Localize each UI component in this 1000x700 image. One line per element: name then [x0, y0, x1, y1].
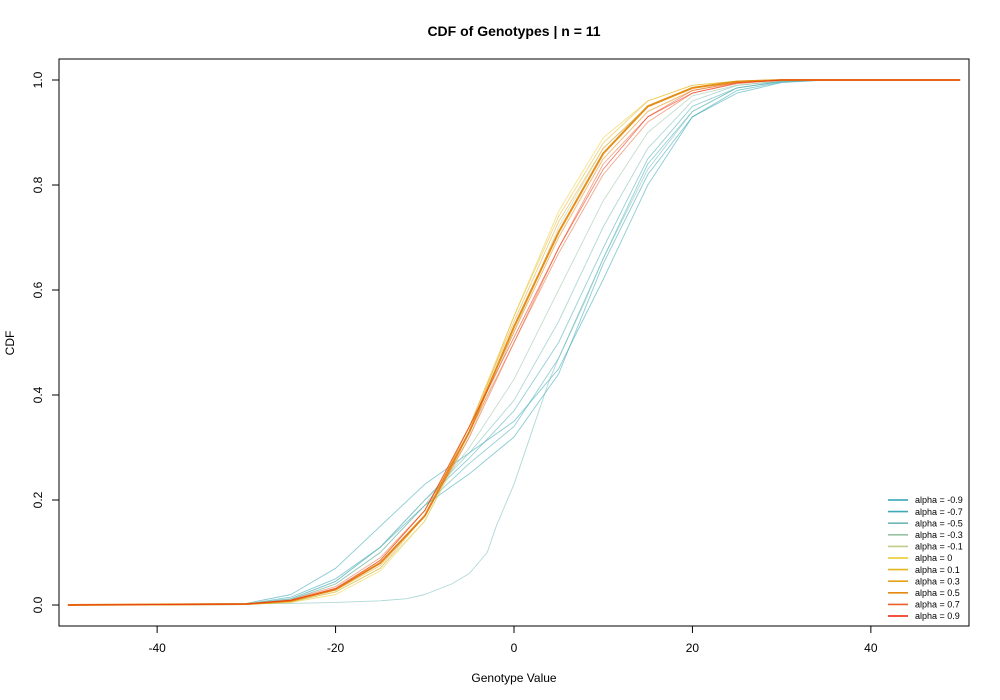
legend-label: alpha = -0.9 — [915, 495, 963, 505]
series-line-14 — [67, 79, 961, 606]
y-tick-label: 0.6 — [31, 281, 45, 298]
legend-label: alpha = 0.7 — [915, 600, 960, 610]
y-axis-label: CDF — [3, 331, 17, 356]
series-line-15 — [67, 79, 961, 606]
y-tick-label: 1.0 — [31, 71, 45, 88]
series-line-0 — [67, 79, 961, 606]
y-tick-label: 0.0 — [31, 596, 45, 613]
y-axis: 0.0 0.2 0.4 0.6 0.8 1.0 — [31, 71, 60, 613]
y-tick-label: 0.8 — [31, 176, 45, 193]
x-axis: -40 -20 0 20 40 — [148, 625, 878, 655]
x-tick-label: -20 — [327, 641, 345, 655]
x-tick-label: 40 — [864, 641, 878, 655]
legend-label: alpha = -0.1 — [915, 542, 963, 552]
legend-label: alpha = 0.5 — [915, 588, 960, 598]
x-tick-label: 0 — [511, 641, 518, 655]
series-line-9 — [67, 79, 961, 606]
legend-label: alpha = 0.9 — [915, 611, 960, 621]
y-tick-label: 0.4 — [31, 386, 45, 403]
x-tick-label: -40 — [148, 641, 166, 655]
series-line-1 — [67, 79, 961, 606]
x-tick-label: 20 — [686, 641, 700, 655]
series-line-6 — [67, 79, 961, 606]
y-tick-label: 0.2 — [31, 491, 45, 508]
legend-label: alpha = 0 — [915, 553, 952, 563]
series-layer — [67, 79, 961, 606]
legend-label: alpha = -0.5 — [915, 518, 963, 528]
chart-title: CDF of Genotypes | n = 11 — [427, 23, 600, 39]
legend-label: alpha = 0.3 — [915, 576, 960, 586]
legend-label: alpha = -0.7 — [915, 507, 963, 517]
legend-label: alpha = -0.3 — [915, 530, 963, 540]
x-axis-label: Genotype Value — [471, 671, 556, 685]
legend-label: alpha = 0.1 — [915, 565, 960, 575]
series-line-4 — [67, 79, 961, 606]
